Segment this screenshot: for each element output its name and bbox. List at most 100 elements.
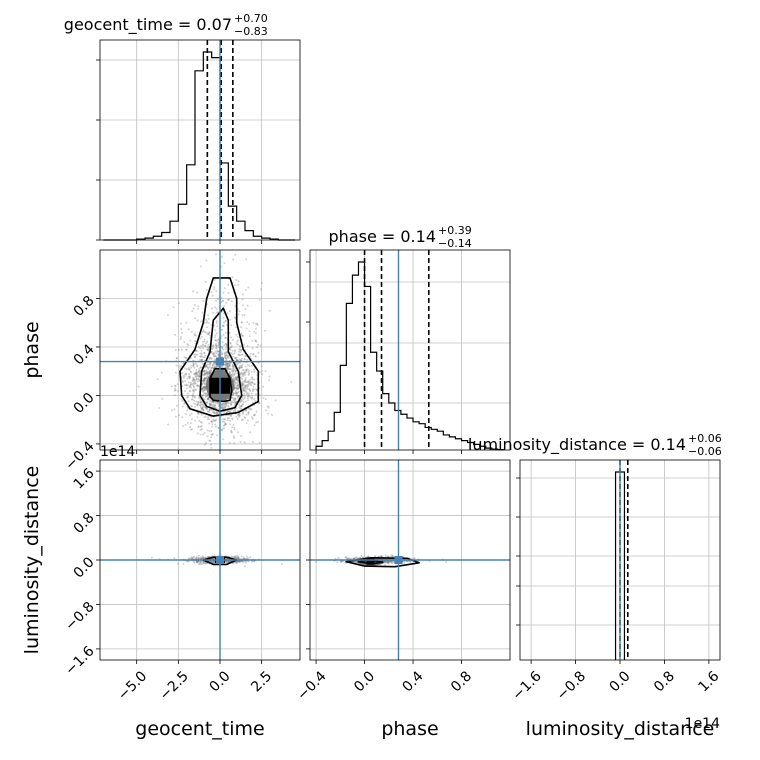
scatter-point <box>186 377 189 380</box>
scatter-point <box>245 413 248 416</box>
scatter-point <box>235 386 238 389</box>
scatter-point <box>229 368 232 371</box>
scatter-point <box>234 253 237 256</box>
scatter-point <box>200 563 203 565</box>
scatter-point <box>246 380 249 383</box>
scatter-point <box>340 560 343 563</box>
scatter-point <box>193 382 196 385</box>
scatter-point <box>202 404 205 407</box>
scatter-point <box>174 415 177 418</box>
contour-inner-phase_vs_geocent_time <box>209 367 233 403</box>
y-tick-label-luminosity_distance_vs_geocent_time-2: 0.0 <box>71 554 98 581</box>
scatter-point <box>174 371 177 374</box>
scatter-point <box>385 561 388 564</box>
scatter-point <box>197 425 200 428</box>
scatter-point <box>237 313 240 316</box>
scatter-point <box>199 428 202 431</box>
scatter-point <box>226 364 229 367</box>
scatter-point <box>199 404 202 407</box>
scatter-point <box>201 383 204 386</box>
scatter-point <box>245 409 247 412</box>
scatter-point <box>244 365 247 368</box>
scatter-point <box>235 556 238 559</box>
scatter-point <box>235 391 237 394</box>
scatter-point <box>171 385 173 388</box>
scatter-point <box>242 389 245 392</box>
scatter-point <box>216 401 219 404</box>
scatter-point <box>200 408 203 411</box>
scatter-point <box>204 377 207 380</box>
scatter-point <box>193 356 196 359</box>
scatter-point <box>244 384 247 387</box>
scatter-point <box>207 333 210 336</box>
scatter-point <box>388 560 391 563</box>
scatter-point <box>255 410 258 413</box>
scatter-point <box>214 419 217 422</box>
scatter-point <box>243 565 246 568</box>
scatter-point <box>241 378 244 380</box>
y-tick-label-phase_vs_geocent_time-3: 0.8 <box>71 293 98 320</box>
scatter-point <box>199 337 202 340</box>
scatter-point <box>247 411 250 414</box>
scatter-point <box>254 339 257 342</box>
scatter-point <box>209 334 212 337</box>
scatter-point <box>256 346 259 349</box>
scatter-point <box>234 350 236 353</box>
scatter-point <box>195 350 198 352</box>
scatter-point <box>207 397 210 400</box>
scatter-point <box>203 369 206 372</box>
scatter-point <box>213 353 216 356</box>
scatter-point <box>260 365 263 368</box>
scatter-point <box>245 327 248 330</box>
scatter-point <box>226 401 229 404</box>
scatter-point <box>387 560 390 563</box>
scatter-point <box>242 560 245 563</box>
scatter-point <box>209 408 211 411</box>
scatter-point <box>199 399 202 402</box>
scatter-point <box>217 350 220 353</box>
scatter-point <box>197 371 200 373</box>
scatter-point <box>210 404 213 406</box>
scatter-point <box>199 557 202 560</box>
scatter-point <box>213 560 215 563</box>
x-tick-label-luminosity_distance_vs_phase-3: 0.8 <box>448 668 475 695</box>
scatter-point <box>235 378 238 381</box>
scatter-point <box>203 406 206 409</box>
scatter-point <box>193 556 196 559</box>
scatter-point <box>208 370 211 373</box>
scatter-point <box>190 556 193 559</box>
scatter-point <box>210 443 212 446</box>
scatter-point <box>194 372 197 375</box>
scatter-point <box>234 392 237 395</box>
scatter-point <box>214 404 216 407</box>
scatter-point <box>207 346 210 349</box>
scatter-point <box>192 389 195 392</box>
scatter-point <box>181 405 184 408</box>
scatter-point <box>253 424 256 427</box>
scatter-point <box>249 395 251 398</box>
scatter-point <box>224 354 227 357</box>
scatter-point <box>236 557 238 560</box>
scatter-point <box>205 259 208 262</box>
scatter-point <box>226 417 229 419</box>
scatter-point <box>209 361 212 364</box>
scatter-point <box>236 335 239 338</box>
x-tick-label-luminosity_distance_vs_geocent_time-0: −5.0 <box>115 668 150 703</box>
scatter-point <box>206 398 209 401</box>
scatter-point <box>238 385 241 388</box>
scatter-point <box>197 378 200 381</box>
histogram-geocent_time_hist <box>103 51 295 241</box>
scatter-point <box>195 374 197 377</box>
scatter-point <box>204 373 207 376</box>
scatter-point <box>204 342 207 345</box>
scatter-point <box>264 329 267 332</box>
scatter-point <box>204 395 207 398</box>
scatter-point <box>246 384 249 386</box>
scatter-point <box>231 364 234 367</box>
scatter-point <box>235 415 238 418</box>
scatter-point <box>197 560 200 563</box>
scatter-point <box>202 409 205 411</box>
scatter-point <box>386 560 389 563</box>
scatter-point <box>205 348 208 351</box>
scatter-point <box>192 380 195 383</box>
